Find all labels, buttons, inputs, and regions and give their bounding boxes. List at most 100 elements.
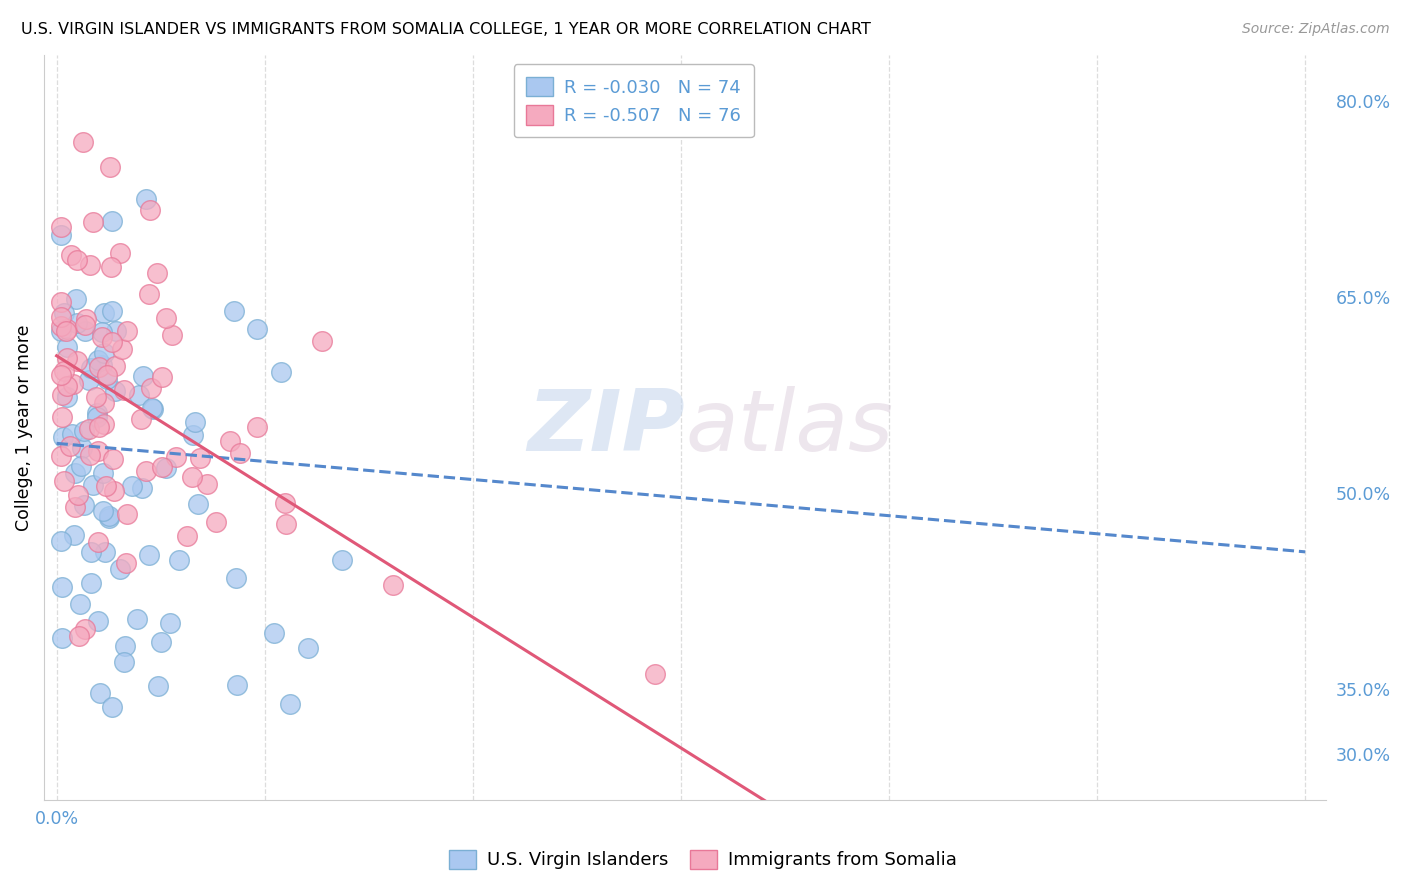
Point bbox=[97, 510, 120, 524]
Point bbox=[51, 580, 73, 594]
Point bbox=[82, 215, 104, 229]
Point bbox=[139, 381, 162, 395]
Point bbox=[332, 553, 354, 567]
Point bbox=[110, 562, 132, 576]
Point bbox=[155, 310, 177, 325]
Point bbox=[86, 406, 108, 420]
Point bbox=[195, 476, 218, 491]
Point bbox=[51, 430, 73, 444]
Legend: U.S. Virgin Islanders, Immigrants from Somalia: U.S. Virgin Islanders, Immigrants from S… bbox=[440, 840, 966, 879]
Point bbox=[270, 365, 292, 379]
Point bbox=[82, 478, 104, 492]
Point bbox=[73, 622, 96, 636]
Point bbox=[96, 479, 118, 493]
Point bbox=[155, 461, 177, 475]
Point bbox=[49, 449, 72, 463]
Point bbox=[52, 306, 75, 320]
Point bbox=[77, 373, 100, 387]
Point bbox=[146, 266, 169, 280]
Point bbox=[87, 420, 110, 434]
Point bbox=[188, 451, 211, 466]
Point bbox=[176, 529, 198, 543]
Point bbox=[91, 466, 114, 480]
Point bbox=[100, 334, 122, 349]
Point bbox=[80, 576, 103, 591]
Point bbox=[79, 448, 101, 462]
Point bbox=[246, 321, 269, 335]
Point bbox=[86, 409, 108, 424]
Point bbox=[75, 312, 97, 326]
Point bbox=[49, 324, 72, 338]
Point bbox=[104, 359, 127, 373]
Point bbox=[381, 578, 404, 592]
Point bbox=[138, 549, 160, 563]
Point bbox=[246, 420, 269, 434]
Point bbox=[135, 464, 157, 478]
Point bbox=[86, 443, 108, 458]
Point bbox=[165, 450, 187, 465]
Point bbox=[72, 136, 94, 150]
Point bbox=[103, 384, 125, 398]
Point bbox=[101, 303, 124, 318]
Point bbox=[49, 368, 72, 382]
Point bbox=[180, 470, 202, 484]
Point bbox=[128, 388, 150, 402]
Point bbox=[141, 401, 163, 415]
Point bbox=[114, 640, 136, 654]
Point bbox=[89, 686, 111, 700]
Point bbox=[62, 377, 84, 392]
Point bbox=[49, 319, 72, 334]
Point bbox=[117, 508, 139, 522]
Point bbox=[114, 556, 136, 570]
Point bbox=[73, 425, 96, 439]
Point bbox=[49, 295, 72, 310]
Point bbox=[278, 698, 301, 712]
Point bbox=[183, 415, 205, 429]
Point bbox=[101, 214, 124, 228]
Point bbox=[225, 678, 247, 692]
Point bbox=[125, 611, 148, 625]
Point bbox=[91, 503, 114, 517]
Legend: R = -0.030   N = 74, R = -0.507   N = 76: R = -0.030 N = 74, R = -0.507 N = 76 bbox=[513, 64, 754, 137]
Point bbox=[66, 353, 89, 368]
Point bbox=[90, 358, 112, 372]
Point bbox=[274, 496, 297, 510]
Point bbox=[70, 441, 93, 455]
Point bbox=[181, 428, 204, 442]
Point bbox=[112, 383, 135, 397]
Point bbox=[65, 252, 87, 267]
Point bbox=[644, 667, 666, 681]
Point bbox=[101, 452, 124, 467]
Point bbox=[111, 343, 134, 357]
Point bbox=[49, 220, 72, 235]
Point bbox=[73, 498, 96, 512]
Point bbox=[51, 409, 73, 424]
Point bbox=[56, 322, 79, 336]
Text: Source: ZipAtlas.com: Source: ZipAtlas.com bbox=[1241, 22, 1389, 37]
Text: U.S. VIRGIN ISLANDER VS IMMIGRANTS FROM SOMALIA COLLEGE, 1 YEAR OR MORE CORRELAT: U.S. VIRGIN ISLANDER VS IMMIGRANTS FROM … bbox=[21, 22, 870, 37]
Point bbox=[222, 304, 245, 318]
Point bbox=[297, 640, 319, 655]
Point bbox=[77, 422, 100, 436]
Point bbox=[56, 351, 79, 365]
Point bbox=[103, 483, 125, 498]
Point bbox=[225, 571, 247, 585]
Point bbox=[100, 260, 122, 275]
Point bbox=[69, 458, 91, 473]
Point bbox=[87, 353, 110, 368]
Point bbox=[53, 475, 76, 489]
Point bbox=[93, 417, 115, 431]
Point bbox=[187, 497, 209, 511]
Point bbox=[150, 459, 173, 474]
Point bbox=[96, 368, 118, 383]
Point bbox=[311, 334, 333, 348]
Point bbox=[204, 515, 226, 529]
Point bbox=[80, 544, 103, 558]
Point bbox=[97, 508, 120, 523]
Point bbox=[167, 553, 190, 567]
Point bbox=[94, 545, 117, 559]
Point bbox=[66, 316, 89, 330]
Point bbox=[49, 227, 72, 242]
Point bbox=[55, 324, 77, 338]
Point bbox=[60, 427, 83, 442]
